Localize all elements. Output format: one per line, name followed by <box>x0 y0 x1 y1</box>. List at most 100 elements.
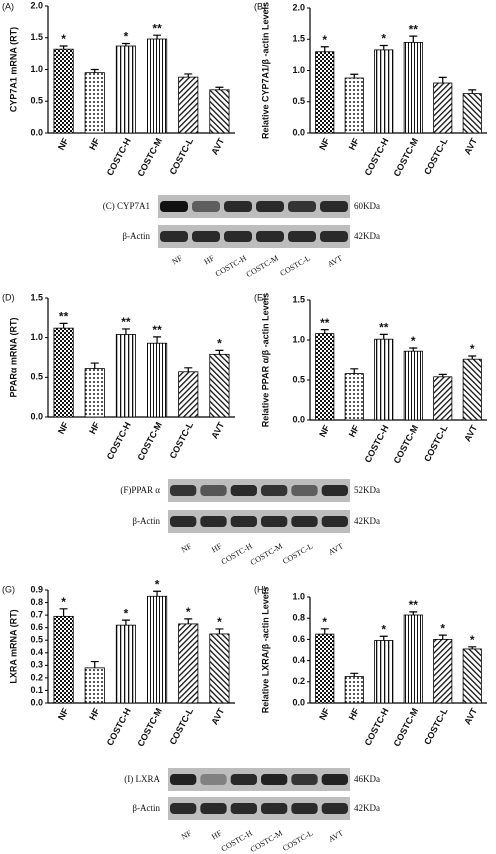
error-bar <box>184 73 193 78</box>
blot-band <box>288 231 316 242</box>
error-bar <box>468 355 477 360</box>
blot-band <box>291 516 318 527</box>
blot-band <box>291 485 318 496</box>
error-bar <box>59 45 68 50</box>
x-tick-label: COSTC-L <box>422 706 450 746</box>
panel-label: (E) <box>254 292 266 302</box>
lane-label: HF <box>210 541 224 554</box>
x-tick-label: COSTC-M <box>135 136 164 178</box>
y-tick-label: 0.4 <box>30 647 43 657</box>
lane-label: NF <box>180 541 194 554</box>
y-axis-label: PPARα mRNA (RT) <box>8 317 18 397</box>
lane-label: HF <box>203 253 217 266</box>
significance: * <box>155 577 160 591</box>
blot-band <box>320 231 348 242</box>
x-tick-label: AVT <box>209 136 226 156</box>
actin-label: β-Actin <box>132 803 160 813</box>
bar <box>433 376 453 421</box>
error-bar <box>468 89 477 94</box>
bar <box>84 72 105 134</box>
x-tick-label: COSTC-L <box>168 420 196 460</box>
error-bar <box>121 619 130 626</box>
bar <box>209 353 230 418</box>
x-tick-label: AVT <box>209 706 226 726</box>
blot-band <box>160 231 188 242</box>
error-bar <box>184 367 193 372</box>
y-tick-label: 2.0 <box>30 0 43 10</box>
bar <box>147 342 168 418</box>
blot-band <box>224 231 252 242</box>
x-tick-label: COSTC-M <box>392 706 421 748</box>
y-tick-label: 0.5 <box>292 374 305 384</box>
error-bar <box>90 68 99 73</box>
actin-label: β-Actin <box>122 231 150 241</box>
lane-label: COSTC-M <box>245 254 280 280</box>
bar <box>53 327 74 418</box>
bar <box>344 77 364 134</box>
error-bar <box>379 44 388 50</box>
bar <box>115 624 136 704</box>
blot-band <box>321 485 348 496</box>
error-bar <box>215 349 224 355</box>
x-tick-label: HF <box>347 706 362 722</box>
bar <box>462 648 482 704</box>
error-bar <box>59 608 68 617</box>
blot-band <box>200 516 227 527</box>
bar <box>84 368 105 418</box>
panel-label: (H) <box>254 584 267 594</box>
y-tick-label: 0.3 <box>30 660 43 670</box>
y-tick-label: 1.0 <box>292 591 305 601</box>
y-axis-label: Relative LXRA/β -actin Levels <box>260 587 270 714</box>
x-tick-label: NF <box>56 706 71 722</box>
blot-band <box>320 201 348 212</box>
y-axis-label: Relative CYP7A1/β -actin Levels <box>260 2 270 139</box>
bar <box>344 373 364 421</box>
lane-label: COSTC-H <box>214 253 248 278</box>
error-bar <box>438 373 447 377</box>
lane-label: AVT <box>326 253 344 269</box>
x-tick-label: AVT <box>462 136 479 156</box>
bar <box>315 633 335 704</box>
blot-band <box>230 516 257 527</box>
y-tick-label: 0.6 <box>292 634 305 644</box>
error-bar <box>468 646 477 649</box>
lane-label: COSTC-H <box>220 541 254 566</box>
error-bar <box>350 672 359 677</box>
blot-band <box>200 803 227 814</box>
error-bar <box>320 46 329 52</box>
significance: * <box>381 622 386 636</box>
error-bar <box>409 35 418 43</box>
bar <box>178 76 199 134</box>
lane-label: COSTC-M <box>249 829 284 854</box>
bar <box>344 676 364 704</box>
bar <box>147 38 168 134</box>
blot-band <box>230 485 257 496</box>
bar <box>115 45 136 134</box>
panel-label: (G) <box>2 584 15 594</box>
error-bar <box>320 329 329 334</box>
lane-label: COSTC-L <box>279 253 312 278</box>
error-bar <box>153 336 162 344</box>
y-tick-label: 0.4 <box>292 655 305 665</box>
bar <box>315 333 335 421</box>
lane-label: HF <box>210 828 224 841</box>
bar <box>209 633 230 704</box>
actin-kda: 42KDa <box>354 803 380 813</box>
blot-kda: 46KDa <box>354 774 380 784</box>
x-tick-label: NF <box>317 706 332 722</box>
error-bar <box>121 42 130 47</box>
y-tick-label: 0.8 <box>292 613 305 623</box>
lane-label: AVT <box>327 828 345 844</box>
error-bar <box>438 634 447 640</box>
bar <box>178 371 199 418</box>
error-bar <box>90 660 99 668</box>
x-tick-label: COSTC-M <box>392 136 421 178</box>
error-bar <box>379 635 388 641</box>
blot-band <box>256 231 284 242</box>
significance: * <box>322 33 327 47</box>
x-tick-label: COSTC-L <box>168 136 196 176</box>
y-axis-label: Relative PPAR α/β -actin Levels <box>260 293 270 427</box>
lane-label: AVT <box>327 541 345 557</box>
y-tick-label: 0.2 <box>292 676 305 686</box>
blot-band <box>321 516 348 527</box>
